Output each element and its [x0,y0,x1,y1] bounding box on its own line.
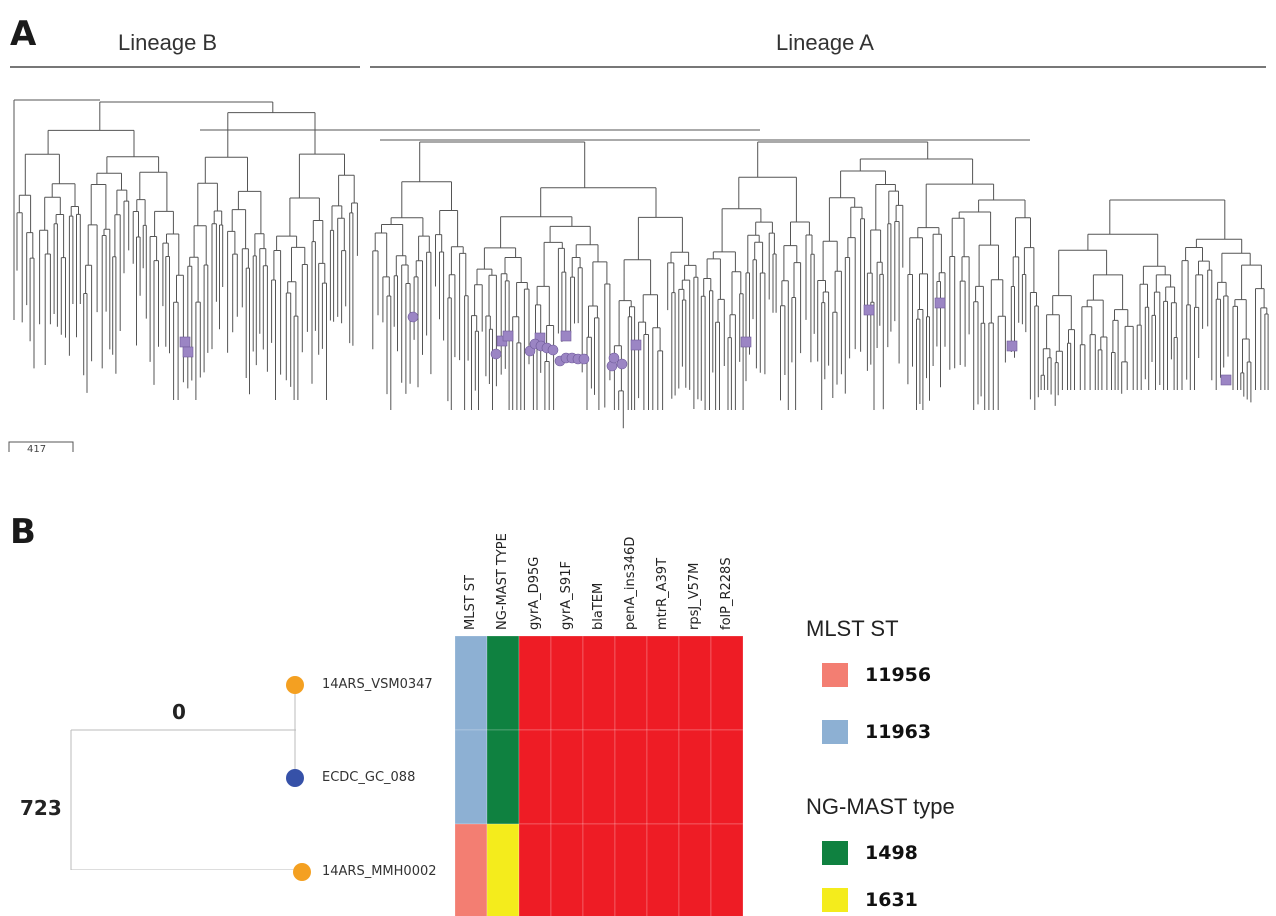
tree-branch-path [13,99,1269,429]
legend-value-11963: 11963 [865,721,932,743]
tree-square-marker [179,336,191,348]
legend-swatch-11956 [822,663,848,687]
col-header-ngmast-type: NG-MAST TYPE [495,533,510,630]
tree-square-marker [182,346,194,358]
legend-mlst-title: MLST ST [806,616,899,641]
legend-ngmast-title: NG-MAST type [806,794,955,819]
panel-b-letter: B [10,512,36,552]
edge-label-left: 723 [20,796,62,820]
subtree [70,685,296,870]
heatmap-cell [646,729,680,825]
phylogenetic-tree [13,99,1269,429]
heatmap [455,636,744,916]
heatmap-cell [582,636,616,731]
tree-circle-marker [616,358,628,370]
tree-square-marker [502,330,514,342]
legend-value-11956: 11956 [865,664,932,686]
lineage-b-bar [10,66,360,68]
scale-bar [8,441,74,452]
legend-value-1498: 1498 [865,842,918,864]
tree-square-marker [740,336,752,348]
col-header-mtrr-a39t: mtrR_A39T [655,557,670,630]
heatmap-cell [710,636,744,731]
lineage-a-bar [370,66,1266,68]
tree-markers [179,297,1232,386]
heatmap-cell [518,823,552,916]
legend-swatch-11963 [822,720,848,744]
col-header-pena-ins346d: penA_ins346D [623,536,638,630]
heatmap-cell [614,636,648,731]
node-marker-vsm0347 [286,676,304,694]
heatmap-cell [582,823,616,916]
tree-square-marker [1006,340,1018,352]
heatmap-cell [678,823,712,916]
heatmap-cell [678,729,712,825]
subtree-nodes [286,676,311,881]
tree-square-marker [863,304,875,316]
legend-swatch-1498 [822,841,848,865]
heatmap-cell [550,729,584,825]
tree-branches [13,99,1269,429]
lineage-b-label: Lineage B [118,30,218,55]
tree-square-marker [630,339,642,351]
node-label-ecdc088: ECDC_GC_088 [322,770,416,785]
lineage-a-label: Lineage A [776,30,874,55]
heatmap-cell [550,636,584,731]
heatmap-cell [455,823,488,916]
heatmap-cell [455,729,488,825]
node-label-vsm0347: 14ARS_VSM0347 [322,677,433,692]
tree-circle-marker [407,311,419,323]
heatmap-cell [486,636,520,731]
tree-square-marker [1220,374,1232,386]
panel-a-letter: A [10,14,37,54]
heatmap-cell [582,729,616,825]
heatmap-cell [518,636,552,731]
scale-bar-label: 417 [27,444,47,455]
col-header-folp-r228s: folP_R228S [719,557,734,630]
node-marker-mmh0002 [293,863,311,881]
heatmap-cell [486,729,520,825]
heatmap-cell [455,636,488,731]
tree-circle-marker [490,348,502,360]
col-header-mlst-st: MLST ST [463,575,478,630]
heatmap-cell [646,636,680,731]
heatmap-cell [550,823,584,916]
col-header-rpsj-v57m: rpsJ_V57M [687,562,702,630]
heatmap-cell [646,823,680,916]
legend-swatch-1631 [822,888,848,912]
tree-circle-marker [578,353,590,365]
heatmap-cell [614,823,648,916]
edge-label-top: 0 [172,700,186,724]
tree-circle-marker [547,344,559,356]
tree-square-marker [934,297,946,309]
node-label-mmh0002: 14ARS_MMH0002 [322,864,437,879]
heatmap-cell [710,823,744,916]
node-marker-ecdc088 [286,769,304,787]
legend-value-1631: 1631 [865,889,918,911]
col-header-gyra-d95g: gyrA_D95G [527,556,542,630]
heatmap-cell [486,823,520,916]
tree-square-marker [560,330,572,342]
heatmap-cell [518,729,552,825]
tree-circle-marker [608,352,620,364]
heatmap-cell [710,729,744,825]
heatmap-cell [678,636,712,731]
col-header-blatem: blaTEM [591,582,606,630]
col-header-gyra-s91f: gyrA_S91F [559,561,574,630]
heatmap-cell [614,729,648,825]
